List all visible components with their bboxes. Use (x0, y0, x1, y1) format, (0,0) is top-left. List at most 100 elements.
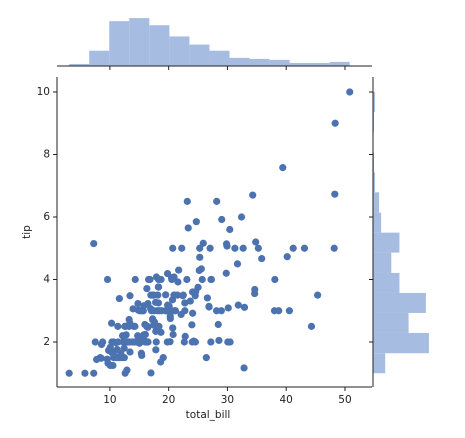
histogram-bar (373, 312, 409, 333)
histogram-bar (109, 21, 130, 66)
point (162, 291, 170, 299)
point (138, 351, 146, 360)
point (91, 338, 99, 346)
point (134, 299, 142, 308)
point (157, 275, 165, 284)
point (186, 297, 194, 305)
point (285, 307, 294, 315)
histogram-bar (209, 50, 230, 66)
point (279, 164, 287, 172)
point (188, 321, 196, 329)
point (166, 314, 174, 323)
point (131, 275, 139, 284)
histogram-bar (373, 292, 426, 313)
point (233, 260, 242, 268)
point (169, 244, 177, 252)
point (183, 275, 191, 284)
point (152, 346, 160, 354)
point (197, 265, 205, 273)
point (207, 338, 215, 346)
histogram-bar (249, 58, 270, 66)
point (223, 242, 231, 250)
point (231, 244, 239, 252)
point (65, 369, 73, 377)
point (126, 292, 134, 300)
point (141, 330, 149, 339)
histogram-bar (373, 112, 375, 133)
point (143, 284, 151, 293)
point (169, 324, 177, 332)
point (283, 253, 291, 261)
point (330, 244, 338, 252)
point (240, 364, 248, 372)
histogram-bar (373, 172, 376, 193)
histogram-bar (373, 332, 429, 354)
point (251, 285, 259, 294)
point (170, 273, 178, 281)
point (144, 338, 152, 346)
point (194, 283, 202, 291)
point (159, 354, 167, 362)
point (222, 269, 230, 277)
point (240, 303, 249, 311)
point (192, 218, 200, 226)
x-tick-label: 50 (338, 394, 351, 406)
point (154, 299, 163, 307)
point (203, 294, 211, 302)
point (90, 239, 98, 248)
point (90, 369, 98, 377)
y-tick-label: 6 (43, 211, 50, 223)
point (226, 338, 234, 346)
point (271, 275, 279, 284)
point (314, 291, 322, 299)
point (331, 119, 339, 127)
point (146, 275, 154, 284)
point (196, 244, 204, 252)
point (331, 190, 339, 198)
point (150, 318, 159, 326)
point (199, 239, 207, 247)
point (202, 354, 210, 362)
point (120, 354, 128, 362)
point (307, 322, 316, 330)
point (215, 336, 223, 345)
point (178, 244, 186, 252)
point (180, 338, 188, 346)
point (131, 322, 139, 330)
histogram-bar (169, 36, 190, 66)
histogram-bar (89, 50, 110, 66)
point (184, 224, 192, 232)
y-tick-label: 8 (43, 149, 50, 161)
point (249, 191, 257, 199)
point (157, 328, 165, 336)
histogram-bar (69, 63, 90, 66)
histogram-bar (373, 92, 376, 112)
point (114, 338, 122, 346)
point (169, 330, 177, 339)
point (175, 266, 183, 274)
histogram-bar (373, 152, 375, 173)
point (114, 322, 122, 330)
point (205, 303, 213, 311)
point (166, 338, 174, 346)
point (189, 309, 197, 317)
point (346, 88, 354, 96)
point (183, 197, 191, 205)
point (171, 307, 180, 315)
point (144, 323, 152, 331)
point (300, 244, 309, 252)
histogram-bar (149, 25, 170, 66)
point (196, 253, 204, 261)
histogram-bar (373, 252, 392, 273)
point (155, 283, 163, 291)
point (217, 307, 225, 315)
point (224, 304, 232, 312)
x-axis-label: total_bill (186, 409, 231, 421)
point (234, 301, 242, 309)
x-tick-label: 40 (280, 394, 293, 406)
point (81, 369, 89, 377)
point (181, 299, 189, 307)
histogram-bar (289, 62, 310, 66)
point (252, 238, 260, 246)
point (191, 338, 200, 346)
